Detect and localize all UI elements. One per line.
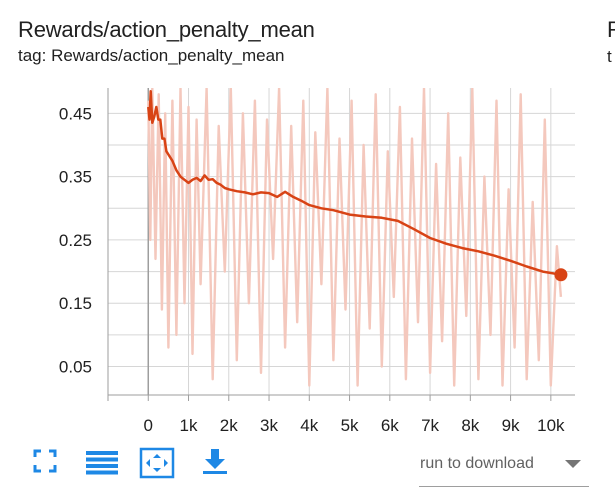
expand-icon <box>33 449 57 473</box>
y-tick-label: 0.15 <box>59 294 92 313</box>
x-tick-label: 8k <box>461 416 479 435</box>
line-chart[interactable]: 0.05 0.15 0.25 0.35 0.45 0 1k 2k 3k 4k 5k 6k 7k 8k 9k 1… <box>0 0 615 440</box>
x-tick-label: 7k <box>421 416 439 435</box>
x-tick-label: 5k <box>341 416 359 435</box>
y-tick-label: 0.05 <box>59 358 92 377</box>
series-raw-line <box>147 88 563 387</box>
x-tick-label: 0 <box>144 416 153 435</box>
fit-domain-button[interactable] <box>137 446 177 479</box>
chart-title: Rewards/action_penalty_mean <box>18 17 315 42</box>
next-card-fragment: R t <box>607 17 615 67</box>
x-tick-label: 1k <box>180 416 198 435</box>
next-card-tag-fragment: t <box>607 47 612 66</box>
run-download-select[interactable]: run to download <box>419 448 589 487</box>
x-tick-label: 2k <box>220 416 238 435</box>
run-download-label: run to download <box>420 455 534 472</box>
chart-tag: tag: Rewards/action_penalty_mean <box>18 46 285 65</box>
last-point-marker[interactable] <box>554 268 568 282</box>
fit-domain-icon <box>139 447 175 479</box>
x-tick-label: 9k <box>502 416 520 435</box>
x-tick-label: 10k <box>537 416 565 435</box>
series-smoothed-line[interactable] <box>147 89 562 276</box>
y-tick-label: 0.45 <box>59 104 92 123</box>
next-card-title-fragment: R <box>607 17 615 42</box>
y-tick-label: 0.35 <box>59 168 92 187</box>
list-lines-icon <box>86 451 118 475</box>
dropdown-caret-icon <box>565 460 581 468</box>
x-tick-label: 6k <box>381 416 399 435</box>
x-tick-label: 4k <box>300 416 318 435</box>
toggle-legend-button[interactable] <box>85 446 118 476</box>
download-button[interactable] <box>200 446 230 476</box>
fullscreen-button[interactable] <box>30 446 60 476</box>
download-arrow-icon <box>203 449 227 474</box>
y-tick-label: 0.25 <box>59 231 92 250</box>
x-tick-label: 3k <box>260 416 278 435</box>
